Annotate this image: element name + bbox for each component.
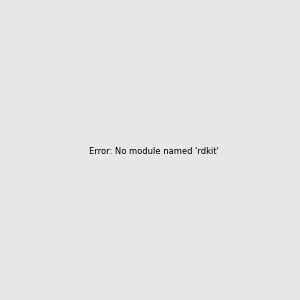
Text: Error: No module named 'rdkit': Error: No module named 'rdkit' bbox=[89, 147, 219, 156]
